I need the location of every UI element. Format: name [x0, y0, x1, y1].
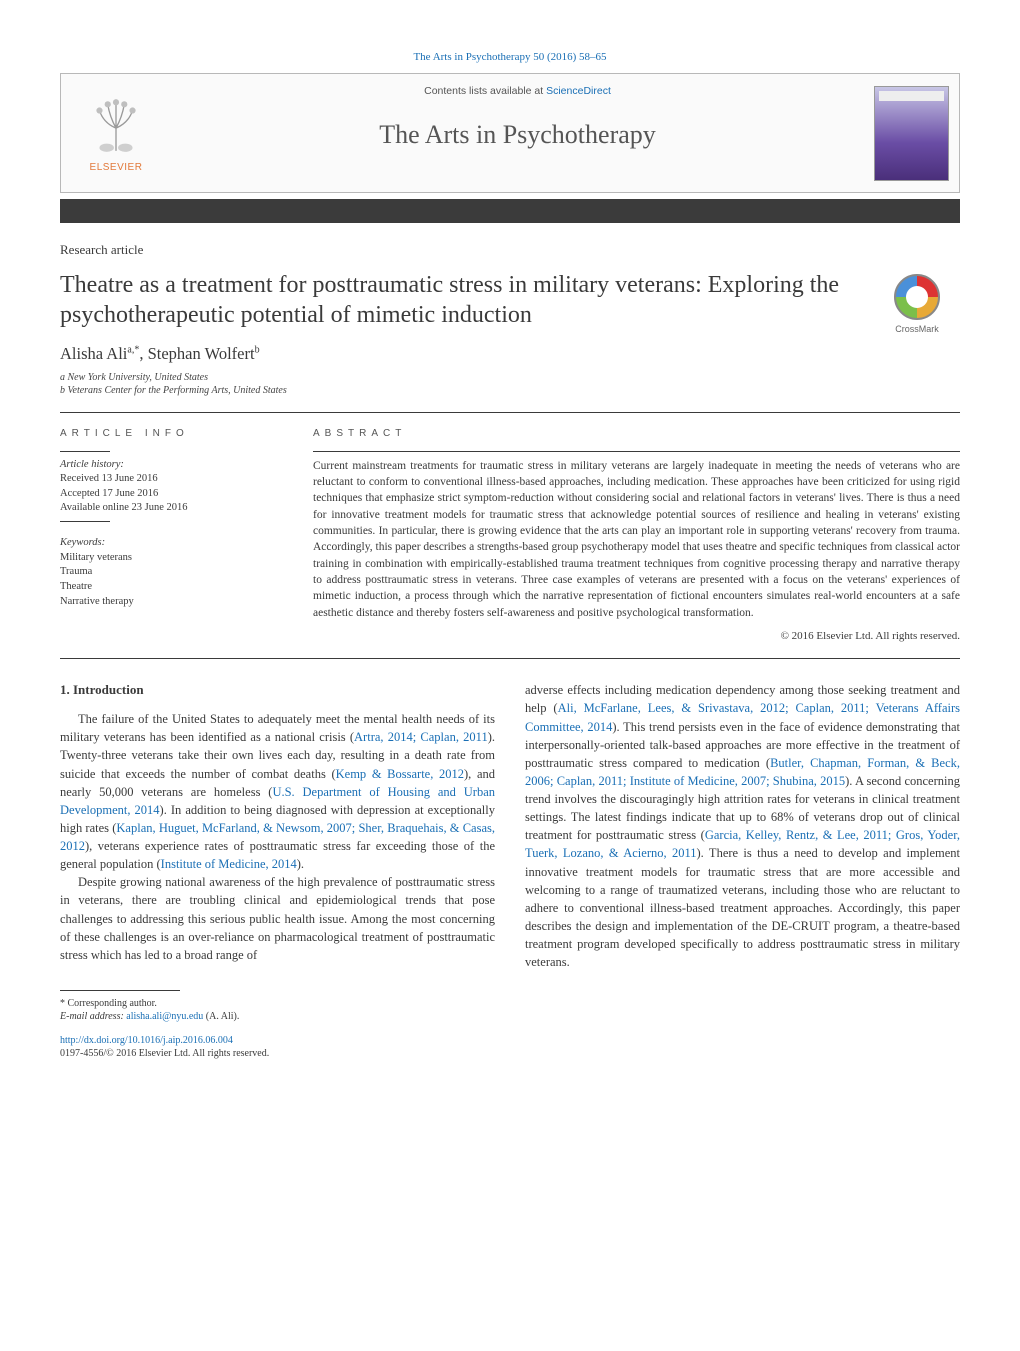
- affiliation-a: a New York University, United States: [60, 371, 960, 385]
- email-label: E-mail address:: [60, 1011, 126, 1022]
- author-2: Stephan Wolfert: [148, 344, 255, 363]
- column-left: 1. Introduction The failure of the Unite…: [60, 681, 495, 1061]
- history-received: Received 13 June 2016: [60, 472, 285, 486]
- column-right: adverse effects including medication dep…: [525, 681, 960, 1061]
- rule-1: [60, 412, 960, 413]
- elsevier-tree-icon: [82, 91, 150, 159]
- author-1: Alisha Ali: [60, 344, 127, 363]
- doi-link[interactable]: http://dx.doi.org/10.1016/j.aip.2016.06.…: [60, 1035, 233, 1046]
- history-online: Available online 23 June 2016: [60, 501, 285, 515]
- abstract-copyright: © 2016 Elsevier Ltd. All rights reserved…: [313, 629, 960, 644]
- info-divider: [60, 451, 110, 452]
- info-divider-2: [60, 521, 110, 522]
- abstract-heading: ABSTRACT: [313, 427, 960, 441]
- keyword-1: Trauma: [60, 565, 285, 580]
- email-paren: (A. Ali).: [203, 1011, 239, 1022]
- corresponding-author: * Corresponding author.: [60, 997, 495, 1011]
- email-link[interactable]: alisha.ali@nyu.edu: [126, 1011, 203, 1022]
- doi-block: http://dx.doi.org/10.1016/j.aip.2016.06.…: [60, 1034, 495, 1061]
- journal-citation: The Arts in Psychotherapy 50 (2016) 58–6…: [60, 50, 960, 65]
- col2-para-1: adverse effects including medication dep…: [525, 681, 960, 971]
- abstract-divider: [313, 451, 960, 452]
- article-title: Theatre as a treatment for posttraumatic…: [60, 270, 860, 330]
- crossmark-icon: [894, 274, 940, 320]
- footnote-rule: [60, 990, 180, 991]
- author-1-affil: a,*: [127, 344, 139, 355]
- article-info-heading: ARTICLE INFO: [60, 427, 285, 441]
- citation-link[interactable]: Artra, 2014; Caplan, 2011: [354, 730, 488, 744]
- history-accepted: Accepted 17 June 2016: [60, 487, 285, 501]
- text: ). There is thus a need to develop and i…: [525, 846, 960, 969]
- citation-link[interactable]: Institute of Medicine, 2014: [161, 857, 297, 871]
- rule-2: [60, 658, 960, 659]
- col1-para-2: Despite growing national awareness of th…: [60, 873, 495, 964]
- journal-cover-thumb: [874, 86, 949, 181]
- journal-header-box: ELSEVIER Contents lists available at Sci…: [60, 73, 960, 193]
- issn-copyright: 0197-4556/© 2016 Elsevier Ltd. All right…: [60, 1048, 269, 1059]
- journal-name: The Arts in Psychotherapy: [379, 117, 656, 153]
- author-2-affil: b: [255, 344, 260, 355]
- keyword-2: Theatre: [60, 580, 285, 595]
- publisher-label: ELSEVIER: [90, 161, 143, 175]
- sciencedirect-link[interactable]: ScienceDirect: [546, 85, 611, 97]
- affiliation-b: b Veterans Center for the Performing Art…: [60, 384, 960, 398]
- affiliations: a New York University, United States b V…: [60, 371, 960, 398]
- section-1-heading: 1. Introduction: [60, 681, 495, 700]
- citation-link[interactable]: Kemp & Bossarte, 2012: [336, 767, 464, 781]
- contents-prefix: Contents lists available at: [424, 85, 546, 97]
- contents-line: Contents lists available at ScienceDirec…: [424, 84, 611, 99]
- body-columns: 1. Introduction The failure of the Unite…: [60, 681, 960, 1061]
- journal-citation-link[interactable]: The Arts in Psychotherapy 50 (2016) 58–6…: [413, 51, 606, 63]
- separator-bar: [60, 199, 960, 223]
- cover-cell: [864, 74, 959, 192]
- article-info-column: ARTICLE INFO Article history: Received 1…: [60, 427, 285, 645]
- text: ).: [297, 857, 304, 871]
- abstract-text: Current mainstream treatments for trauma…: [313, 458, 960, 621]
- crossmark-label: CrossMark: [895, 323, 939, 336]
- header-center: Contents lists available at ScienceDirec…: [171, 74, 864, 192]
- keywords-label: Keywords:: [60, 536, 285, 551]
- keyword-3: Narrative therapy: [60, 595, 285, 610]
- email-line: E-mail address: alisha.ali@nyu.edu (A. A…: [60, 1010, 495, 1024]
- crossmark-badge[interactable]: CrossMark: [874, 270, 960, 336]
- abstract-column: ABSTRACT Current mainstream treatments f…: [313, 427, 960, 645]
- authors: Alisha Alia,*, Stephan Wolfertb: [60, 342, 960, 365]
- publisher-cell: ELSEVIER: [61, 74, 171, 192]
- keyword-0: Military veterans: [60, 551, 285, 566]
- article-type: Research article: [60, 241, 960, 259]
- history-label: Article history:: [60, 458, 285, 473]
- col1-para-1: The failure of the United States to adeq…: [60, 710, 495, 873]
